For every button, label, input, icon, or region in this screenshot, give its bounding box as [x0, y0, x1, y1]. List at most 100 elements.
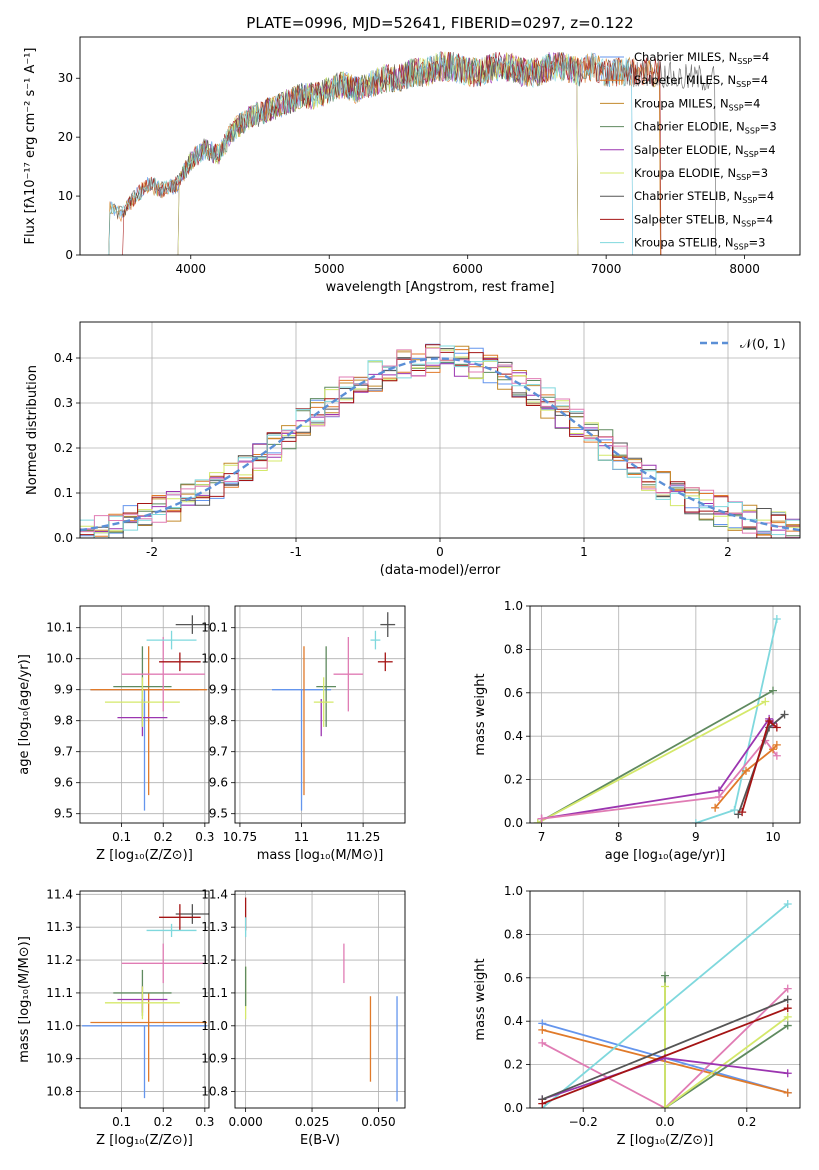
weight-marker-7-1: [783, 995, 792, 1004]
x-tick-label: 8000: [729, 262, 760, 276]
x-tick-label: 0.2: [154, 1115, 173, 1129]
legend-entry-1: Salpeter MILES, NSSP=4: [634, 73, 768, 89]
y-tick-label: 9.6: [54, 776, 73, 790]
y-tick-label: 10.9: [46, 1052, 73, 1066]
weight-marker-2-0: [538, 1038, 547, 1047]
legend-entry-6: Chabrier STELIB, NSSP=4: [634, 189, 774, 205]
axes-frame: [234, 890, 406, 1109]
y-tick-label: 11.4: [46, 887, 73, 901]
legend-normal-label: 𝒩(0, 1): [740, 336, 786, 351]
axes-frame: [79, 605, 210, 824]
legend-entry-4: Salpeter ELODIE, NSSP=4: [634, 143, 776, 159]
y-tick-label: 11.2: [46, 953, 73, 967]
y-axis-label: Flux [fλ10⁻¹⁷ erg cm⁻² s⁻¹ A⁻¹]: [23, 48, 38, 245]
legend-entry-8: Kroupa STELIB, NSSP=3: [634, 236, 765, 252]
spectrum-line-8: [107, 51, 634, 255]
histogram-step-9: [80, 347, 800, 538]
weight-marker-2-1: [761, 697, 770, 706]
plot-area: [107, 51, 717, 255]
y-tick-label: 9.7: [209, 745, 228, 759]
legend-entry-0: Chabrier MILES, NSSP=4: [634, 50, 769, 66]
y-tick-label: 9.7: [54, 745, 73, 759]
x-tick-label: 0.050: [361, 1115, 395, 1129]
y-tick-label: 30: [58, 71, 73, 85]
x-axis-label: E(B-V): [300, 1133, 340, 1148]
x-tick-label: 10: [765, 830, 780, 844]
plot-area: [82, 904, 209, 1099]
axes-frame: [529, 605, 801, 824]
y-tick-label: 9.8: [54, 714, 73, 728]
axes-frame: [234, 605, 406, 824]
y-axis-label: mass weight: [473, 958, 488, 1040]
y-tick-label: 0.3: [54, 396, 73, 410]
y-tick-label: 1.0: [504, 599, 523, 613]
y-tick-label: 0.0: [504, 1101, 523, 1115]
y-tick-label: 0.1: [54, 486, 73, 500]
y-tick-label: 0.6: [504, 971, 523, 985]
y-tick-label: 9.5: [54, 807, 73, 821]
axes-frame: [529, 890, 801, 1109]
x-axis-label: Z [log₁₀(Z/Z⊙)]: [96, 848, 193, 863]
plot-area: [80, 343, 800, 538]
plot-area: [533, 615, 789, 823]
y-tick-label: 11.3: [201, 920, 228, 934]
plot-area: [538, 900, 792, 1108]
weight-marker-4-0: [537, 814, 546, 823]
mass-vs-metallicity-panel: 0.1 0.2 0.3 10.8 10.9 11.0 11.1 11.2 11.3 11.4 Z […: [17, 887, 214, 1148]
x-tick-label: 7000: [591, 262, 622, 276]
weight-marker-7-1: [765, 717, 774, 726]
axes-frame: [79, 890, 210, 1109]
y-axis-label: Normed distribution: [25, 365, 40, 495]
y-tick-label: 0: [65, 248, 73, 262]
y-tick-label: 9.8: [209, 714, 228, 728]
legend-entry-7: Salpeter STELIB, NSSP=4: [634, 212, 773, 228]
x-axis-label: Z [log₁₀(Z/Z⊙)]: [96, 1133, 193, 1148]
weight-marker-5-1: [742, 766, 750, 775]
x-tick-label: 0.1: [112, 1115, 131, 1129]
x-tick-label: 0.025: [295, 1115, 329, 1129]
x-tick-label: 5000: [314, 262, 345, 276]
y-axis-label: mass [log₁₀(M/M⊙)]: [17, 936, 32, 1063]
y-tick-label: 11.1: [46, 986, 73, 1000]
x-tick-label: 4000: [175, 262, 206, 276]
weight-marker-4-3: [772, 751, 781, 760]
x-tick-label: 1: [580, 545, 588, 559]
x-tick-label: 0.3: [195, 1115, 214, 1129]
y-axis-label: mass weight: [473, 673, 488, 755]
x-axis-label: mass [log₁₀(M/M⊙)]: [257, 848, 384, 863]
mass-weight-vs-age-panel: 7 8 9 10 0.0 0.2 0.4 0.6 0.8 1.0 age [log₁₀(age/yr…: [473, 599, 801, 863]
weight-marker-0-1: [730, 805, 739, 814]
x-tick-label: 6000: [452, 262, 483, 276]
weight-marker-6-2: [780, 710, 789, 719]
y-tick-label: 11.3: [46, 920, 73, 934]
y-axis-label: age [log₁₀(age/yr)]: [17, 654, 32, 775]
axes-frame: [79, 36, 801, 256]
age-vs-metallicity-panel: 0.1 0.2 0.3 9.5 9.6 9.7 9.8 9.9 10.0 10.1 Z [log₁₀…: [17, 605, 214, 863]
weight-marker-4-0: [661, 971, 669, 980]
mass-weight-vs-metallicity-panel: −0.2 0.0 0.2 0.0 0.2 0.4 0.6 0.8 1.0 Z [log₁₀(Z/Z…: [473, 884, 801, 1148]
weight-line-8: [541, 1007, 789, 1105]
plot-area: [244, 897, 398, 1102]
residual-histogram-panel: -2 -1 0 1 2 0.0 0.1 0.2 0.3 0.4 (data-model)/error…: [25, 321, 801, 578]
weight-marker-3-1: [783, 900, 792, 909]
weight-line-4: [541, 739, 778, 820]
x-axis-label: (data-model)/error: [380, 563, 501, 578]
weight-line-7: [541, 998, 789, 1101]
weight-marker-1-1: [769, 686, 777, 695]
y-tick-label: 0.2: [54, 441, 73, 455]
x-tick-label: −0.2: [569, 1115, 598, 1129]
x-tick-label: 11: [294, 830, 309, 844]
y-tick-label: 9.9: [54, 683, 73, 697]
x-axis-label: Z [log₁₀(Z/Z⊙)]: [617, 1133, 714, 1148]
weight-marker-1-1: [783, 1088, 792, 1097]
y-tick-label: 0.4: [504, 1014, 523, 1028]
spectrum-panel: 4000 5000 6000 7000 8000 0 10 20 30 wavelength [A…: [23, 36, 801, 295]
x-tick-label: 0.1: [112, 830, 131, 844]
weight-marker-5-2: [769, 745, 777, 754]
weight-line-2: [541, 987, 789, 1108]
y-tick-label: 10: [58, 189, 73, 203]
y-tick-label: 20: [58, 130, 73, 144]
weight-marker-4-2: [783, 1021, 792, 1030]
weight-marker-7-0: [738, 808, 747, 817]
y-tick-label: 1.0: [504, 884, 523, 898]
